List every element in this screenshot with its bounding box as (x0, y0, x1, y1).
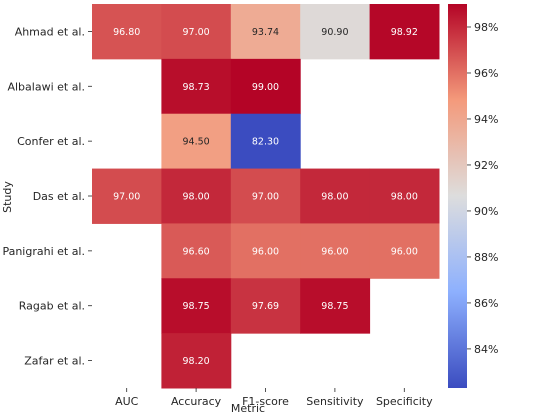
cell-value-label: 98.73 (182, 82, 209, 93)
heatmap-cell (92, 168, 162, 224)
x-tick-label: Specificity (376, 395, 433, 408)
x-tick-label: AUC (115, 395, 139, 408)
colorbar-tick-label: 90% (474, 205, 498, 218)
cell-value-label: 96.00 (321, 246, 348, 257)
heatmap-cell (369, 4, 440, 60)
x-tick-label: Sensitivity (306, 395, 364, 408)
y-axis-label: Study (1, 181, 14, 213)
y-tick-label: Ragab et al. (19, 300, 85, 313)
x-tick-label: F1-score (242, 395, 289, 408)
colorbar-tick-label: 96% (474, 67, 498, 80)
heatmap-cell (230, 113, 301, 170)
colorbar-tick-label: 92% (474, 159, 498, 172)
colorbar-ticks: 84% 86% 88% 90% 92% 94% 96% 98% (467, 21, 498, 356)
cell-value-label: 97.00 (252, 192, 279, 203)
y-tick-label: Panigrahi et al. (2, 245, 85, 258)
x-axis-label: Metric (231, 402, 265, 415)
heatmap-cell (369, 223, 440, 279)
y-tick-label: Albalawi et al. (7, 80, 85, 93)
x-tick-label: Accuracy (171, 395, 222, 408)
cell-value-label: 82.30 (252, 137, 279, 148)
cell-value-label: 96.80 (113, 27, 140, 38)
cell-value-label: 96.00 (252, 246, 279, 257)
heatmap-cell (300, 168, 371, 224)
heatmap-cell (161, 278, 232, 334)
y-tick-label: Das et al. (33, 190, 85, 203)
heatmap-cell (230, 4, 301, 60)
heatmap-cell (300, 223, 371, 279)
heatmap-cell (161, 168, 232, 224)
heatmap-cell (161, 223, 232, 279)
heatmap-cell (369, 168, 440, 224)
cell-value-label: 98.00 (391, 192, 418, 203)
heatmap-cell (300, 4, 371, 60)
cell-value-label: 98.75 (182, 301, 209, 312)
heatmap-cell (230, 278, 301, 334)
colorbar-tick-label: 88% (474, 251, 498, 264)
heatmap-cell (300, 278, 371, 334)
heatmap-cell-labels: 96.80 97.00 93.74 90.90 98.92 98.73 99.00 94.50… (113, 27, 418, 367)
cell-value-label: 90.90 (321, 27, 348, 38)
colorbar-tick-label: 94% (474, 113, 498, 126)
y-axis-ticks: Ahmad et al. Albalawi et al. Confer et al.… (2, 25, 92, 368)
heatmap-cell (230, 58, 301, 115)
heatmap-cell (161, 4, 232, 60)
colorbar (448, 4, 467, 388)
heatmap-cell (92, 4, 162, 60)
cell-value-label: 97.00 (113, 192, 140, 203)
cell-value-label: 99.00 (252, 82, 279, 93)
colorbar-tick-label: 84% (474, 343, 498, 356)
cell-value-label: 97.69 (252, 301, 279, 312)
cell-value-label: 98.00 (321, 192, 348, 203)
cell-value-label: 98.00 (182, 192, 209, 203)
heatmap-cell (161, 113, 232, 170)
y-tick-label: Zafar et al. (24, 355, 85, 368)
cell-value-label: 97.00 (182, 27, 209, 38)
heatmap-cell (161, 333, 232, 389)
y-tick-label: Ahmad et al. (15, 25, 85, 38)
heatmap-cell (161, 58, 232, 115)
cell-value-label: 94.50 (182, 137, 209, 148)
cell-value-label: 98.20 (182, 356, 209, 367)
colorbar-tick-label: 86% (474, 297, 498, 310)
x-axis-ticks: AUC Accuracy F1-score Sensitivity Specificit… (115, 388, 433, 408)
colorbar-tick-label: 98% (474, 21, 498, 34)
heatmap-cell (230, 223, 301, 279)
cell-value-label: 96.60 (182, 246, 209, 257)
cell-value-label: 98.75 (321, 301, 348, 312)
heatmap-cells (92, 4, 440, 389)
cell-value-label: 93.74 (252, 27, 279, 38)
cell-value-label: 96.00 (391, 246, 418, 257)
y-tick-label: Confer et al. (17, 135, 85, 148)
cell-value-label: 98.92 (391, 27, 418, 38)
heatmap-cell (230, 168, 301, 224)
